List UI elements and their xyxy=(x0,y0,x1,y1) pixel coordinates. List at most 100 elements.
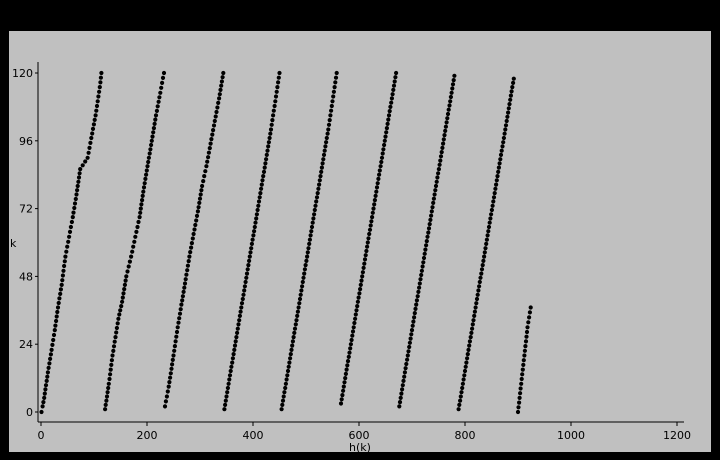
data-point xyxy=(470,322,475,327)
data-point xyxy=(309,229,314,234)
x-tick-label: 1000 xyxy=(557,429,585,442)
data-point xyxy=(368,223,373,228)
data-point xyxy=(177,311,183,316)
data-point xyxy=(163,399,168,404)
data-point xyxy=(239,305,244,310)
data-point xyxy=(467,343,472,348)
data-point xyxy=(497,161,502,166)
data-point xyxy=(219,83,224,88)
data-point xyxy=(206,150,211,155)
data-point xyxy=(256,203,261,208)
data-point xyxy=(367,231,372,237)
data-point xyxy=(217,96,222,101)
data-point xyxy=(193,222,198,228)
data-point xyxy=(419,272,424,278)
data-point xyxy=(433,188,438,193)
data-point xyxy=(379,155,385,160)
data-point xyxy=(90,126,96,131)
data-point xyxy=(448,99,453,104)
data-point xyxy=(229,364,234,369)
data-point xyxy=(350,333,355,338)
data-point xyxy=(518,391,523,396)
data-point xyxy=(211,123,217,128)
data-point xyxy=(70,215,75,220)
data-point xyxy=(216,100,221,105)
data-point xyxy=(515,409,521,415)
data-point xyxy=(185,263,190,268)
data-point xyxy=(333,80,338,85)
data-point xyxy=(259,182,264,187)
data-point xyxy=(307,241,312,246)
data-point xyxy=(273,99,278,104)
data-point xyxy=(309,224,315,230)
data-point xyxy=(406,349,411,354)
data-point xyxy=(446,107,451,112)
data-point xyxy=(359,278,364,283)
data-point xyxy=(436,171,441,176)
data-point xyxy=(85,155,90,160)
data-point xyxy=(416,289,421,294)
data-point xyxy=(484,241,489,246)
data-point xyxy=(508,93,513,98)
data-point xyxy=(404,361,409,367)
data-point xyxy=(237,318,242,323)
data-point xyxy=(279,407,284,412)
data-point xyxy=(376,176,381,181)
data-point xyxy=(391,83,397,88)
data-point xyxy=(186,259,191,264)
data-point xyxy=(358,282,363,287)
data-point xyxy=(221,70,226,76)
x-tick-label: 600 xyxy=(349,429,370,442)
data-point xyxy=(387,109,392,114)
data-point xyxy=(263,161,268,166)
data-point xyxy=(415,294,420,299)
data-point xyxy=(365,244,370,249)
data-point xyxy=(441,137,446,142)
data-point xyxy=(106,385,111,391)
data-point xyxy=(419,268,424,273)
data-point xyxy=(239,301,245,306)
data-point xyxy=(65,244,70,249)
data-point xyxy=(62,263,67,269)
data-point xyxy=(110,353,115,358)
data-point xyxy=(143,176,148,181)
data-point xyxy=(144,168,149,173)
data-point xyxy=(116,316,121,321)
data-point xyxy=(382,138,387,143)
data-point xyxy=(173,339,178,344)
data-point xyxy=(170,362,175,367)
data-point xyxy=(348,346,353,351)
data-point xyxy=(43,383,49,388)
data-point xyxy=(481,258,486,263)
data-point xyxy=(119,304,124,309)
data-point xyxy=(292,330,297,335)
data-point xyxy=(519,381,524,386)
data-point xyxy=(464,360,469,365)
data-point xyxy=(300,279,305,285)
data-point xyxy=(526,320,531,325)
data-point xyxy=(87,145,92,150)
data-point xyxy=(158,90,163,95)
data-point xyxy=(243,279,248,285)
data-point xyxy=(436,167,441,172)
data-point xyxy=(190,236,195,241)
data-point xyxy=(226,381,231,386)
data-point xyxy=(242,288,247,293)
data-point xyxy=(339,397,344,402)
data-point xyxy=(355,299,360,304)
data-point xyxy=(358,287,363,292)
data-point xyxy=(264,157,269,162)
data-point xyxy=(288,352,293,357)
data-point xyxy=(384,130,389,135)
data-point xyxy=(501,135,506,141)
data-point xyxy=(140,198,145,203)
data-point xyxy=(318,174,323,179)
data-point xyxy=(397,404,402,409)
data-point xyxy=(412,311,417,316)
data-point xyxy=(132,239,137,244)
plot-panel: 0 24 48 72 96 120 0 200 400 600 800 1000 1200 h(k) k xyxy=(9,31,711,452)
data-point xyxy=(307,237,312,242)
data-point xyxy=(48,352,54,357)
data-point xyxy=(424,243,429,248)
data-point xyxy=(462,373,467,378)
